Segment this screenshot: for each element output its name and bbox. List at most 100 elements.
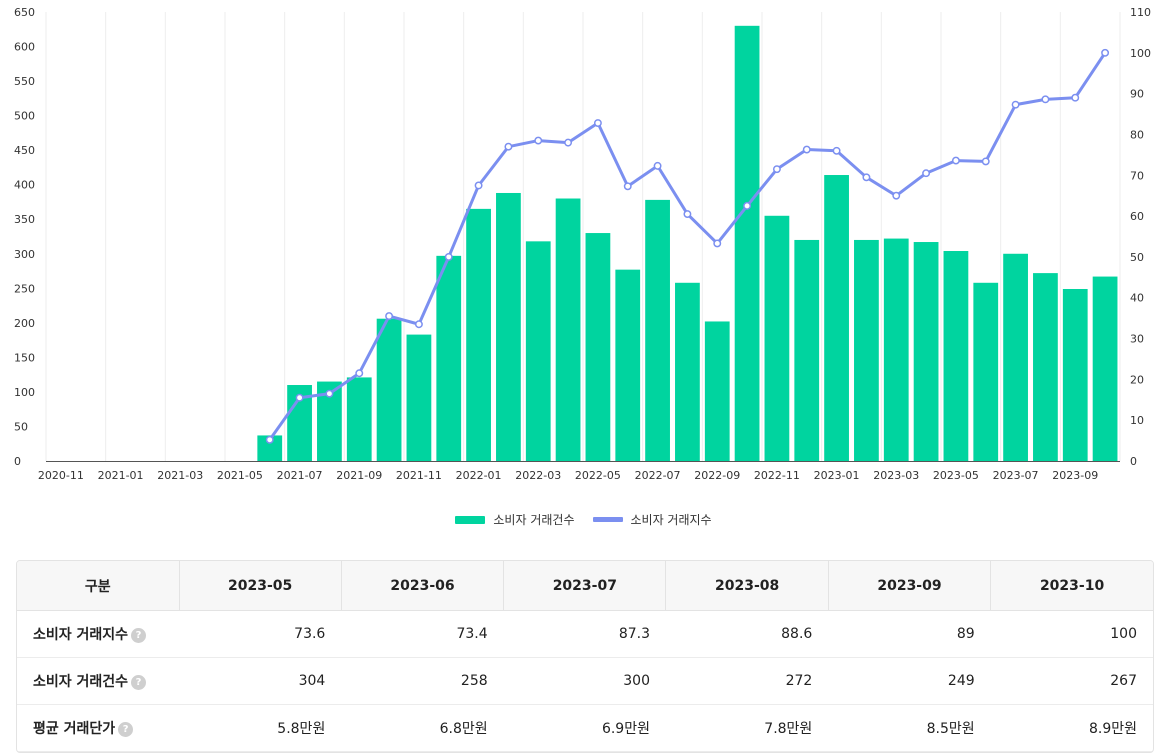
table-row: 소비자 거래지수? 73.6 73.4 87.3 88.6 89 100 <box>17 610 1153 658</box>
bar <box>794 239 820 461</box>
header-month: 2023-06 <box>341 561 505 611</box>
right-tick-label: 110 <box>1130 6 1151 19</box>
left-tick-label: 650 <box>14 6 35 19</box>
legend-item-count[interactable]: 소비자 거래건수 <box>455 511 575 528</box>
line-point <box>922 169 931 178</box>
x-tick-label: 2023-05 <box>933 469 979 482</box>
table-cell: 267 <box>990 657 1153 705</box>
x-tick-label: 2023-03 <box>873 469 919 482</box>
legend: 소비자 거래건수 소비자 거래지수 <box>0 511 1167 528</box>
line-point <box>772 165 781 174</box>
bar <box>704 321 730 461</box>
x-tick-label: 2022-11 <box>754 469 800 482</box>
x-tick-label: 2022-09 <box>694 469 740 482</box>
left-tick-label: 600 <box>14 41 35 54</box>
table-cell: 100 <box>990 610 1153 658</box>
right-tick-label: 80 <box>1130 128 1144 141</box>
line-point <box>743 201 752 210</box>
table-cell: 7.8만원 <box>665 704 829 752</box>
help-icon[interactable]: ? <box>131 675 147 690</box>
left-tick-label: 550 <box>14 75 35 88</box>
x-tick-label: 2022-05 <box>575 469 621 482</box>
x-tick-label: 2021-11 <box>396 469 442 482</box>
left-tick-label: 250 <box>14 282 35 295</box>
legend-item-index[interactable]: 소비자 거래지수 <box>592 511 712 528</box>
table-cell: 8.5만원 <box>828 704 991 752</box>
bar <box>585 233 611 461</box>
line-point <box>892 191 901 200</box>
line-point <box>295 393 304 402</box>
left-tick-label: 500 <box>14 110 35 123</box>
table-cell: 6.9만원 <box>503 704 666 752</box>
table-cell: 272 <box>665 657 829 705</box>
line-point <box>414 320 423 329</box>
left-tick-label: 50 <box>14 420 28 433</box>
x-tick-label: 2022-07 <box>635 469 681 482</box>
line-point <box>355 369 364 378</box>
bar <box>764 215 790 461</box>
line-point <box>504 142 513 151</box>
line-point <box>683 210 692 219</box>
right-tick-label: 100 <box>1130 47 1151 60</box>
bar <box>645 199 670 462</box>
line-point <box>832 146 841 155</box>
bar <box>555 198 581 461</box>
left-tick-label: 0 <box>14 455 21 468</box>
line-point <box>951 156 960 165</box>
table-cell: 73.6 <box>179 610 342 658</box>
line-point <box>385 312 394 321</box>
left-tick-label: 350 <box>14 213 35 226</box>
right-tick-label: 90 <box>1130 88 1144 101</box>
help-icon[interactable]: ? <box>131 628 147 643</box>
table-cell: 87.3 <box>503 610 666 658</box>
bar <box>615 269 641 461</box>
right-tick-label: 70 <box>1130 169 1144 182</box>
header-label: 구분 <box>17 561 180 611</box>
header-month: 2023-05 <box>179 561 342 611</box>
right-tick-label: 20 <box>1130 373 1144 386</box>
header-month: 2023-08 <box>665 561 829 611</box>
line-point <box>1041 95 1050 104</box>
bar <box>913 242 939 461</box>
bar <box>1033 273 1058 461</box>
help-icon[interactable]: ? <box>118 722 134 737</box>
table-header-row: 구분 2023-05 2023-06 2023-07 2023-08 2023-… <box>17 561 1153 611</box>
bar <box>525 241 551 461</box>
x-tick-label: 2021-03 <box>157 469 203 482</box>
header-month: 2023-07 <box>503 561 667 611</box>
row-label-text: 소비자 거래건수 <box>33 674 129 690</box>
table-cell: 8.9만원 <box>990 704 1153 752</box>
bar <box>496 192 521 461</box>
legend-swatch-index <box>592 517 623 522</box>
bar <box>943 251 969 461</box>
left-tick-label: 300 <box>14 248 35 261</box>
table-cell: 73.4 <box>341 610 504 658</box>
line-point <box>265 435 274 444</box>
x-tick-label: 2021-07 <box>277 469 323 482</box>
left-tick-label: 400 <box>14 179 35 192</box>
bar-series <box>257 25 1118 462</box>
x-tick-label: 2021-09 <box>336 469 382 482</box>
x-tick-label: 2022-01 <box>456 469 502 482</box>
right-tick-label: 50 <box>1130 251 1144 264</box>
table-cell: 88.6 <box>665 610 829 658</box>
header-month: 2023-10 <box>990 561 1153 611</box>
bar <box>675 282 700 461</box>
right-tick-label: 0 <box>1130 455 1137 468</box>
bar <box>734 25 760 462</box>
x-tick-label: 2022-03 <box>515 469 561 482</box>
bar <box>824 175 849 461</box>
legend-swatch-count <box>455 515 486 524</box>
bar <box>854 239 879 461</box>
data-table: 구분 2023-05 2023-06 2023-07 2023-08 2023-… <box>16 560 1154 753</box>
header-month: 2023-09 <box>828 561 992 611</box>
legend-label-index: 소비자 거래지수 <box>630 513 712 527</box>
line-point <box>623 182 632 191</box>
gridlines <box>45 12 1121 461</box>
row-label: 소비자 거래건수? <box>17 657 179 705</box>
line-point <box>474 181 483 190</box>
table-cell: 304 <box>179 657 342 705</box>
right-tick-label: 10 <box>1130 414 1144 427</box>
table-row: 평균 거래단가? 5.8만원 6.8만원 6.9만원 7.8만원 8.5만원 8… <box>17 704 1153 752</box>
line-point <box>444 252 453 261</box>
